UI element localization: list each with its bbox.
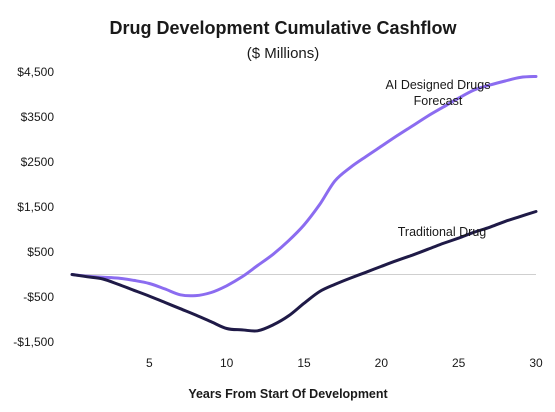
y-axis: $4,500 $3500 $2500 $1,500 $500 -$500 -$1,500 — [13, 65, 54, 349]
series-annotation: Forecast — [414, 94, 463, 108]
y-tick-label: $2500 — [21, 155, 55, 169]
x-tick-label: 5 — [146, 356, 153, 370]
y-tick-label: -$1,500 — [13, 335, 54, 349]
y-tick-label: $4,500 — [17, 65, 54, 79]
x-axis-label: Years From Start Of Development — [188, 387, 388, 401]
y-tick-label: $3500 — [21, 110, 55, 124]
chart-subtitle: ($ Millions) — [247, 45, 320, 62]
y-tick-label: $1,500 — [17, 200, 54, 214]
x-axis: 5 10 15 20 25 30 — [146, 356, 543, 370]
x-tick-label: 15 — [297, 356, 311, 370]
plot-area: AI Designed Drugs Forecast Traditional Dru… — [70, 75, 538, 333]
y-tick-label: -$500 — [23, 290, 54, 304]
chart-title: Drug Development Cumulative Cashflow — [109, 18, 457, 38]
series-line-ai-designed — [70, 75, 538, 298]
x-tick-label: 25 — [452, 356, 466, 370]
series-annotation: AI Designed Drugs — [386, 78, 491, 92]
x-tick-label: 20 — [375, 356, 389, 370]
series-line-traditional — [70, 210, 538, 333]
x-tick-label: 10 — [220, 356, 234, 370]
x-tick-label: 30 — [529, 356, 543, 370]
series-annotation: Traditional Drug — [398, 225, 487, 239]
y-tick-label: $500 — [27, 245, 54, 259]
